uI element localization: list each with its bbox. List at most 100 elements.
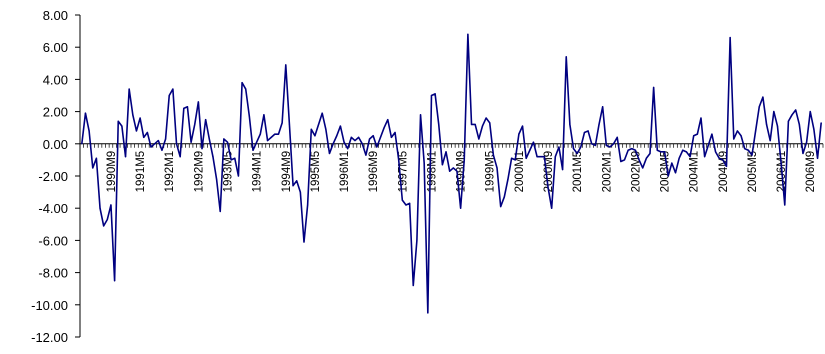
- data-point: [784, 204, 786, 206]
- data-point: [543, 156, 545, 158]
- data-point: [230, 159, 232, 161]
- data-point: [612, 143, 615, 145]
- data-point: [609, 146, 611, 148]
- data-point: [795, 109, 797, 111]
- data-point: [358, 136, 360, 138]
- data-point: [161, 149, 163, 151]
- x-tick-label: 2002M9: [630, 151, 642, 193]
- data-point: [809, 111, 811, 113]
- x-tick-label: 1999M5: [485, 151, 497, 193]
- data-point: [813, 128, 815, 130]
- data-point: [121, 125, 123, 127]
- data-point: [226, 141, 229, 143]
- data-point: [201, 148, 203, 150]
- data-point: [321, 112, 323, 114]
- data-point: [416, 239, 418, 241]
- x-tick-label: 1995M5: [310, 151, 322, 193]
- data-point: [376, 146, 378, 148]
- data-point: [365, 154, 367, 156]
- data-point: [430, 94, 433, 97]
- data-point: [751, 154, 753, 156]
- data-point: [146, 131, 148, 134]
- data-point: [460, 207, 462, 209]
- data-point: [674, 172, 677, 174]
- data-point: [696, 133, 698, 135]
- x-tick-label: 2006M9: [805, 151, 817, 193]
- data-point: [328, 152, 331, 155]
- data-point: [183, 107, 185, 109]
- data-point: [685, 151, 688, 153]
- data-point: [390, 136, 392, 138]
- data-point: [733, 138, 735, 140]
- data-point: [215, 178, 218, 180]
- x-tick-label: 1992M9: [193, 151, 205, 193]
- data-point: [729, 36, 731, 39]
- data-point: [248, 115, 250, 118]
- data-point: [551, 207, 553, 209]
- data-point: [532, 141, 535, 143]
- data-point: [274, 133, 276, 135]
- data-point: [237, 175, 240, 177]
- data-point: [507, 178, 509, 180]
- data-point: [485, 117, 487, 119]
- data-point: [536, 156, 538, 158]
- data-point: [88, 130, 90, 132]
- data-point: [92, 167, 94, 169]
- data-point: [95, 157, 97, 159]
- data-point: [307, 204, 309, 206]
- data-point: [616, 136, 618, 138]
- data-point: [496, 167, 498, 169]
- y-tick-label: 0.00: [43, 137, 68, 152]
- data-point: [438, 123, 440, 126]
- data-point: [124, 156, 127, 158]
- data-point: [427, 312, 429, 314]
- data-point: [350, 136, 352, 138]
- data-point: [558, 146, 560, 148]
- data-point: [707, 144, 709, 147]
- data-point: [401, 199, 403, 201]
- data-point: [467, 33, 469, 35]
- data-point: [474, 123, 476, 126]
- data-point: [656, 149, 658, 151]
- data-point: [744, 148, 746, 150]
- data-point: [765, 123, 768, 126]
- x-tick-label: 1993M5: [223, 151, 235, 193]
- data-point: [139, 117, 141, 119]
- data-point: [106, 218, 108, 221]
- data-point: [667, 175, 669, 177]
- data-point: [299, 191, 301, 193]
- data-point: [288, 123, 291, 126]
- data-point: [354, 139, 356, 142]
- data-point: [755, 130, 757, 132]
- x-tick-label: 2004M9: [718, 151, 730, 193]
- data-point: [591, 143, 593, 145]
- data-point: [820, 122, 822, 124]
- data-point: [423, 162, 425, 164]
- data-point: [769, 139, 771, 142]
- data-point: [135, 130, 138, 132]
- data-point: [259, 133, 261, 135]
- series-line: [81, 33, 822, 314]
- data-point: [481, 125, 484, 127]
- data-point: [478, 138, 480, 140]
- data-point: [168, 94, 170, 97]
- data-point: [347, 148, 349, 150]
- data-point: [263, 114, 265, 116]
- data-point: [387, 119, 389, 121]
- data-point: [419, 114, 422, 116]
- data-point: [780, 162, 782, 164]
- data-point: [175, 143, 178, 145]
- data-point: [798, 123, 800, 126]
- data-point: [405, 204, 407, 206]
- data-point: [383, 127, 385, 129]
- data-point: [143, 136, 145, 138]
- data-point: [470, 123, 473, 126]
- data-point: [234, 157, 236, 159]
- data-point: [463, 159, 465, 161]
- y-tick-label: -2.00: [38, 169, 68, 184]
- data-point: [547, 186, 549, 188]
- y-tick-label: -12.00: [31, 330, 68, 345]
- y-tick-label: 6.00: [43, 40, 68, 55]
- data-point: [449, 170, 451, 172]
